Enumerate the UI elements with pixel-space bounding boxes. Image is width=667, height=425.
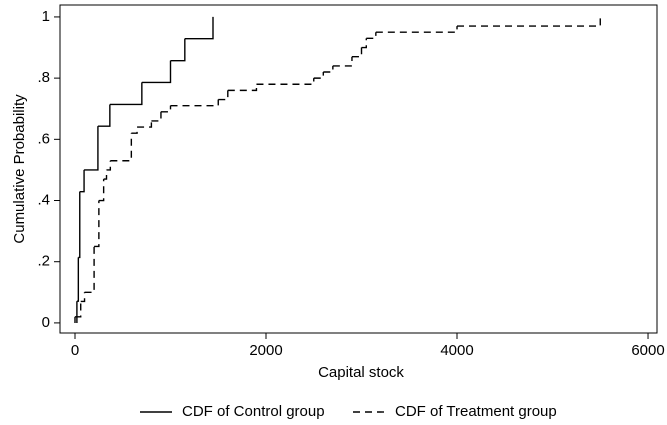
cdf-step — [110, 133, 133, 162]
cdf-step — [80, 292, 86, 303]
cdf-step — [375, 26, 458, 33]
y-tick-label: .4 — [37, 191, 50, 208]
cdf-step — [84, 126, 99, 171]
cdf-step — [218, 90, 229, 101]
cdf-step — [361, 38, 367, 49]
cdf-step — [79, 169, 85, 193]
legend-label: CDF of Control group — [182, 403, 325, 420]
cdf-step — [351, 47, 363, 58]
legend-label: CDF of Treatment group — [395, 403, 557, 420]
cdf-step — [94, 200, 100, 248]
cdf-step — [97, 104, 111, 127]
x-tick-label: 4000 — [440, 342, 473, 359]
cdf-step — [106, 160, 112, 171]
cdf-step — [151, 111, 162, 122]
cdf-step — [98, 179, 105, 202]
y-tick-label: .2 — [37, 253, 50, 270]
cdf-step — [131, 127, 138, 134]
y-tick-label: .6 — [37, 130, 50, 147]
y-tick-label: .8 — [37, 69, 50, 86]
cdf-step — [137, 120, 153, 128]
cdf-step — [103, 169, 108, 180]
cdf-step — [256, 78, 315, 85]
x-tick-label: 2000 — [249, 342, 282, 359]
plot-frame — [59, 4, 658, 334]
x-axis-title: Capital stock — [318, 364, 404, 381]
cdf-step — [78, 191, 81, 259]
cdf-step — [323, 65, 334, 73]
cdf-step — [313, 72, 325, 79]
cdf-step — [109, 82, 143, 106]
cdf-step — [457, 16, 601, 27]
y-tick-label: 1 — [42, 8, 50, 25]
cdf-step — [332, 56, 353, 67]
cdf-step — [141, 60, 172, 84]
cdf-step — [76, 257, 80, 302]
cdf-step — [170, 99, 219, 107]
cdf-step — [74, 301, 82, 318]
x-tick-label: 6000 — [631, 342, 664, 359]
cdf-step — [170, 38, 186, 62]
cdf-step — [227, 84, 258, 92]
x-tick-label: 0 — [71, 342, 79, 359]
y-axis-title: Cumulative Probability — [11, 94, 28, 244]
cdf-step — [84, 246, 95, 294]
y-tick-label: 0 — [42, 314, 50, 331]
cdf-step — [160, 105, 172, 113]
cdf-step — [366, 32, 377, 40]
cdf-step — [184, 16, 214, 40]
